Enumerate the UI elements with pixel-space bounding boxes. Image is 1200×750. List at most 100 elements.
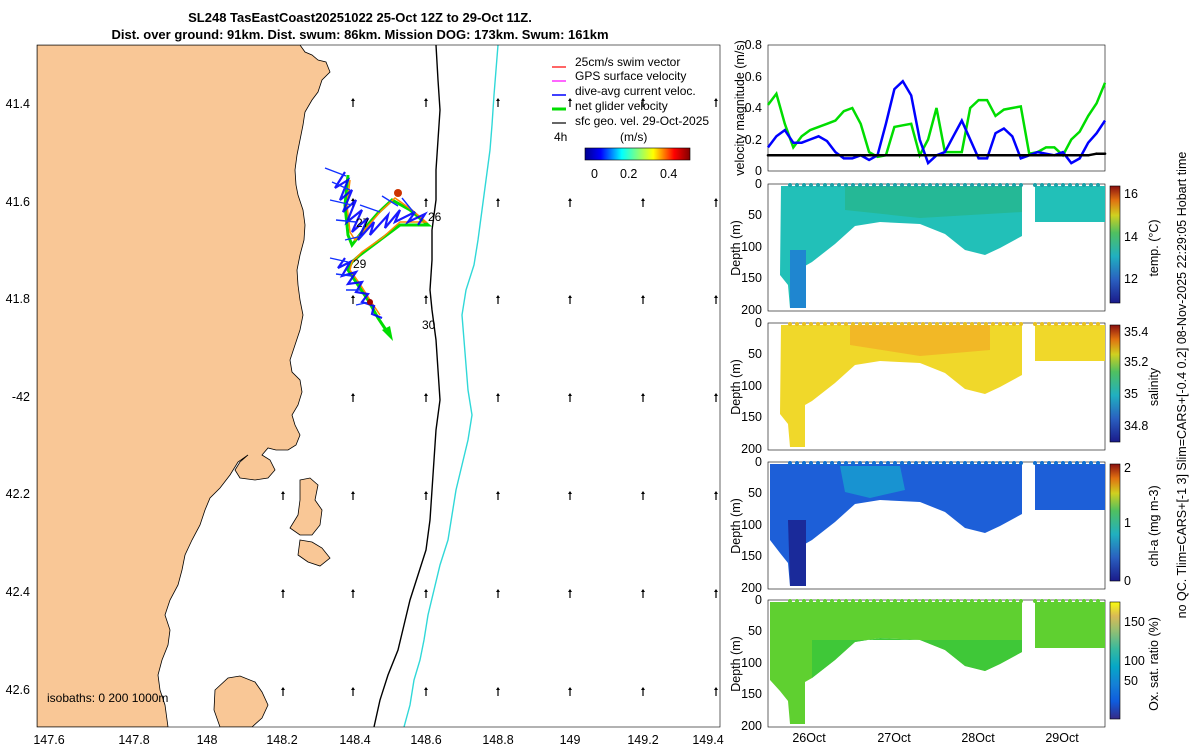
geo-velocity-point bbox=[783, 153, 787, 157]
dive-surface-marker bbox=[907, 461, 911, 465]
dive-surface-marker bbox=[823, 183, 827, 187]
lat-tick-41.4: 41.4 bbox=[6, 97, 30, 111]
sal-colorbar-label: salinity bbox=[1147, 367, 1161, 406]
isobath-1000m bbox=[403, 45, 499, 727]
dive-surface-marker bbox=[788, 322, 792, 326]
oxygen-colorbar bbox=[1109, 601, 1121, 720]
dive-surface-marker bbox=[956, 599, 960, 603]
dive-surface-marker bbox=[963, 322, 967, 326]
geostrophic-vector-head bbox=[424, 393, 428, 396]
dive-surface-marker bbox=[991, 599, 995, 603]
dive-surface-marker bbox=[830, 599, 834, 603]
dive-surface-marker bbox=[837, 461, 841, 465]
tasmania-coastline bbox=[37, 45, 331, 727]
geo-velocity-point bbox=[842, 153, 846, 157]
dive-surface-marker bbox=[1089, 322, 1093, 326]
dive-surface-marker bbox=[1075, 322, 1079, 326]
dive-surface-marker bbox=[921, 599, 925, 603]
dive-surface-marker bbox=[942, 322, 946, 326]
vel-tick-0.4: 0.4 bbox=[745, 101, 762, 115]
dive-surface-marker bbox=[837, 183, 841, 187]
dive-surface-marker bbox=[858, 461, 862, 465]
dive-surface-marker bbox=[914, 599, 918, 603]
geo-velocity-point bbox=[918, 153, 921, 157]
dive-surface-marker bbox=[816, 183, 820, 187]
dive-surface-marker bbox=[928, 461, 932, 465]
dive-surface-marker bbox=[907, 183, 911, 187]
dive-surface-marker bbox=[844, 461, 848, 465]
temp-depth-tick-0: 0 bbox=[755, 177, 762, 191]
dive-surface-marker bbox=[865, 322, 869, 326]
dive-surface-marker bbox=[900, 599, 904, 603]
dive-surface-marker bbox=[1068, 599, 1072, 603]
temp-depth-tick-50: 50 bbox=[748, 208, 762, 222]
dive-surface-marker bbox=[970, 183, 974, 187]
geo-velocity-point bbox=[909, 153, 913, 157]
day-label-26: 26 bbox=[428, 210, 442, 224]
ox-depth-label: Depth (m) bbox=[729, 636, 743, 692]
dive-surface-marker bbox=[1047, 183, 1051, 187]
velocity-lines bbox=[766, 79, 1107, 166]
geostrophic-vector-head bbox=[424, 491, 428, 494]
dive-surface-marker bbox=[1005, 599, 1009, 603]
dive-surface-marker bbox=[984, 183, 988, 187]
dive-surface-marker bbox=[1040, 461, 1044, 465]
chl-depth-tick-100: 100 bbox=[741, 518, 762, 532]
map-legend: 25cm/s swim vector GPS surface velocity … bbox=[552, 55, 709, 181]
legend-net-velocity: net glider velocity bbox=[575, 99, 668, 113]
dive-surface-marker bbox=[1033, 322, 1037, 326]
sal-depth-tick-200: 200 bbox=[741, 442, 762, 456]
dive-surface-marker bbox=[928, 599, 932, 603]
geostrophic-vector-head bbox=[496, 393, 500, 396]
geostrophic-vector-head bbox=[714, 687, 718, 690]
geo-velocity-point bbox=[960, 153, 964, 157]
dive-surface-marker bbox=[1068, 461, 1072, 465]
dive-surface-marker bbox=[893, 322, 897, 326]
oxygen-panel: 0 50 100 150 200 Depth (m) 50 100 150 Ox… bbox=[729, 593, 1161, 745]
dive-surface-marker bbox=[1075, 461, 1079, 465]
lon-tick-149.2: 149.2 bbox=[627, 733, 658, 747]
dive-surface-marker bbox=[907, 599, 911, 603]
dive-surface-marker bbox=[1089, 599, 1093, 603]
qc-side-note: no QC. Tlim=CARS+[-1 3] Slim=CARS+[-0.4 … bbox=[1175, 152, 1189, 619]
day-label-29: 29 bbox=[353, 257, 367, 271]
geo-velocity-point bbox=[800, 153, 803, 157]
dive-surface-marker bbox=[788, 461, 792, 465]
lon-tick-148.2: 148.2 bbox=[266, 733, 297, 747]
dive-surface-marker bbox=[921, 183, 925, 187]
dive-surface-marker bbox=[1082, 461, 1086, 465]
map-panel: 27 26 29 30 25cm/s swim vector GPS surfa… bbox=[6, 44, 724, 747]
chl-cbar-tick-2: 2 bbox=[1124, 461, 1131, 475]
dive-surface-marker bbox=[949, 599, 953, 603]
legend-swim-vector: 25cm/s swim vector bbox=[575, 55, 680, 69]
dive-surface-marker bbox=[823, 322, 827, 326]
dive-surface-marker bbox=[963, 183, 967, 187]
geostrophic-vector-head bbox=[351, 98, 355, 101]
temp-depth-tick-200: 200 bbox=[741, 303, 762, 317]
vel-tick-0: 0 bbox=[755, 164, 762, 178]
dive-surface-marker bbox=[1089, 183, 1093, 187]
chl-depth-tick-150: 150 bbox=[741, 549, 762, 563]
lat-tick-42.4: 42.4 bbox=[6, 585, 30, 599]
dive-surface-marker bbox=[886, 183, 890, 187]
dive-surface-marker bbox=[914, 322, 918, 326]
dive-surface-marker bbox=[984, 322, 988, 326]
dive-surface-marker bbox=[970, 461, 974, 465]
dive-surface-marker bbox=[865, 461, 869, 465]
ox-depth-tick-0: 0 bbox=[755, 593, 762, 607]
dive-surface-marker bbox=[809, 322, 813, 326]
dive-surface-marker bbox=[984, 461, 988, 465]
salinity-high-layer bbox=[850, 325, 990, 356]
temp-cbar-tick-14: 14 bbox=[1124, 230, 1138, 244]
geo-velocity-point bbox=[926, 153, 930, 157]
dive-surface-marker bbox=[1082, 183, 1086, 187]
dive-surface-marker bbox=[977, 322, 981, 326]
dive-surface-marker bbox=[893, 183, 897, 187]
sal-depth-tick-0: 0 bbox=[755, 316, 762, 330]
dive-surface-marker bbox=[1054, 322, 1058, 326]
chla-mid-patch bbox=[840, 466, 905, 498]
geo-velocity-point bbox=[1002, 153, 1006, 157]
dive-surface-marker bbox=[1019, 183, 1023, 187]
dive-surface-marker bbox=[823, 461, 827, 465]
dive-surface-marker bbox=[802, 322, 806, 326]
